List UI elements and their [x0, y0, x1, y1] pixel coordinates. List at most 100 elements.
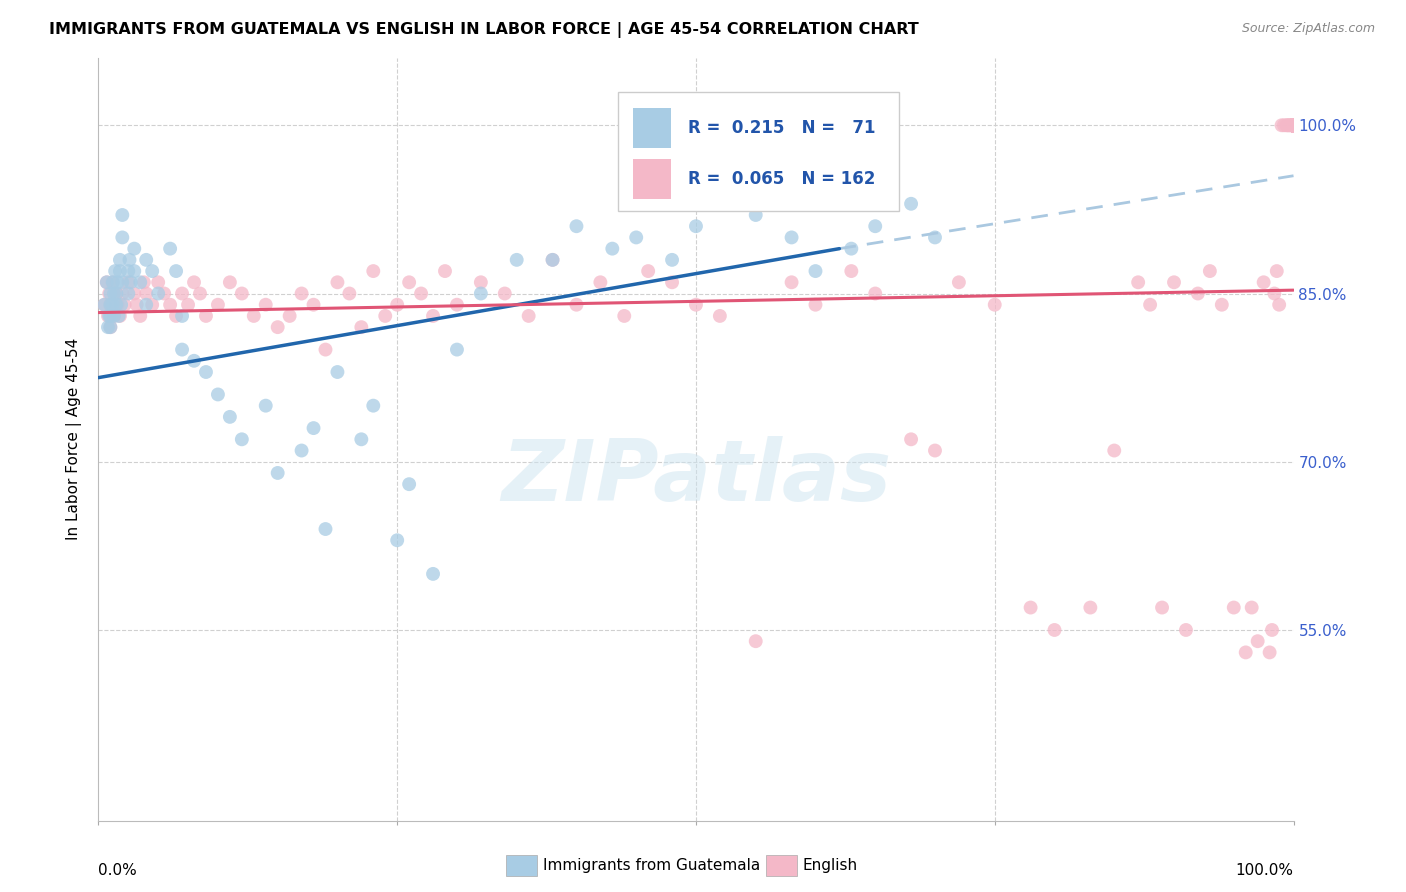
Point [470, 275, 492, 289]
Point [506, 252, 529, 267]
Point [626, 230, 648, 244]
Point [841, 242, 863, 256]
Point [1282, 118, 1305, 132]
Text: English: English [803, 858, 858, 872]
Point [267, 466, 290, 480]
Point [231, 286, 253, 301]
Point [1282, 118, 1305, 132]
Point [254, 399, 277, 413]
Point [120, 275, 142, 289]
Point [326, 365, 349, 379]
Point [1282, 118, 1305, 132]
Point [1223, 600, 1246, 615]
Point [1282, 118, 1305, 132]
Point [661, 275, 683, 289]
Point [339, 286, 361, 301]
Point [984, 298, 1007, 312]
Point [1277, 118, 1299, 132]
Text: Immigrants from Guatemala: Immigrants from Guatemala [543, 858, 761, 872]
Point [135, 298, 157, 312]
Point [1282, 118, 1305, 132]
Point [1043, 623, 1066, 637]
Point [98, 309, 122, 323]
Point [124, 242, 146, 256]
Point [172, 309, 194, 323]
Point [411, 286, 433, 301]
Point [1282, 118, 1305, 132]
Point [104, 264, 127, 278]
Point [1104, 443, 1126, 458]
Point [1282, 118, 1305, 132]
Point [1281, 118, 1303, 132]
Point [1282, 118, 1305, 132]
FancyBboxPatch shape [619, 92, 900, 211]
Point [183, 353, 205, 368]
Point [117, 286, 139, 301]
Point [565, 298, 588, 312]
Point [315, 343, 337, 357]
Point [804, 264, 827, 278]
Point [1282, 118, 1305, 132]
Point [541, 252, 564, 267]
Point [1282, 118, 1305, 132]
Point [1265, 264, 1288, 278]
Point [1282, 118, 1305, 132]
Point [111, 230, 134, 244]
Point [1128, 275, 1150, 289]
Point [101, 298, 124, 312]
Point [1282, 118, 1305, 132]
Point [105, 286, 128, 301]
Point [1282, 118, 1305, 132]
Point [254, 298, 277, 312]
Point [1282, 118, 1305, 132]
Point [948, 275, 970, 289]
Point [1282, 118, 1305, 132]
Point [1278, 118, 1301, 132]
Point [422, 566, 444, 581]
Point [108, 309, 131, 323]
Point [1272, 118, 1295, 132]
Point [1187, 286, 1209, 301]
Text: Source: ZipAtlas.com: Source: ZipAtlas.com [1241, 22, 1375, 36]
Point [159, 298, 181, 312]
Point [1258, 645, 1281, 659]
Point [685, 219, 707, 234]
Point [745, 208, 768, 222]
Point [1282, 118, 1305, 132]
Point [243, 309, 266, 323]
Point [183, 275, 205, 289]
Point [172, 343, 194, 357]
Point [1282, 118, 1305, 132]
Point [900, 433, 922, 447]
Point [129, 275, 152, 289]
Point [1282, 118, 1305, 132]
Point [1282, 118, 1305, 132]
Point [434, 264, 457, 278]
Text: R =  0.065   N = 162: R = 0.065 N = 162 [688, 170, 875, 188]
Point [111, 208, 134, 222]
Text: R =  0.215   N =   71: R = 0.215 N = 71 [688, 120, 875, 137]
Point [1282, 118, 1305, 132]
Point [1282, 118, 1305, 132]
Point [103, 309, 125, 323]
Point [446, 298, 468, 312]
Point [709, 309, 731, 323]
Point [1080, 600, 1102, 615]
Point [1282, 118, 1305, 132]
Point [1240, 600, 1263, 615]
Point [1282, 118, 1305, 132]
Point [398, 477, 420, 491]
Point [1282, 118, 1305, 132]
Point [135, 286, 157, 301]
Point [177, 298, 200, 312]
Point [159, 242, 181, 256]
Point [111, 286, 134, 301]
Point [101, 275, 124, 289]
Point [125, 298, 148, 312]
Point [1278, 118, 1301, 132]
Bar [633, 108, 671, 148]
Point [385, 298, 409, 312]
Point [541, 252, 564, 267]
Point [363, 264, 385, 278]
Text: ZIPatlas: ZIPatlas [501, 436, 891, 519]
